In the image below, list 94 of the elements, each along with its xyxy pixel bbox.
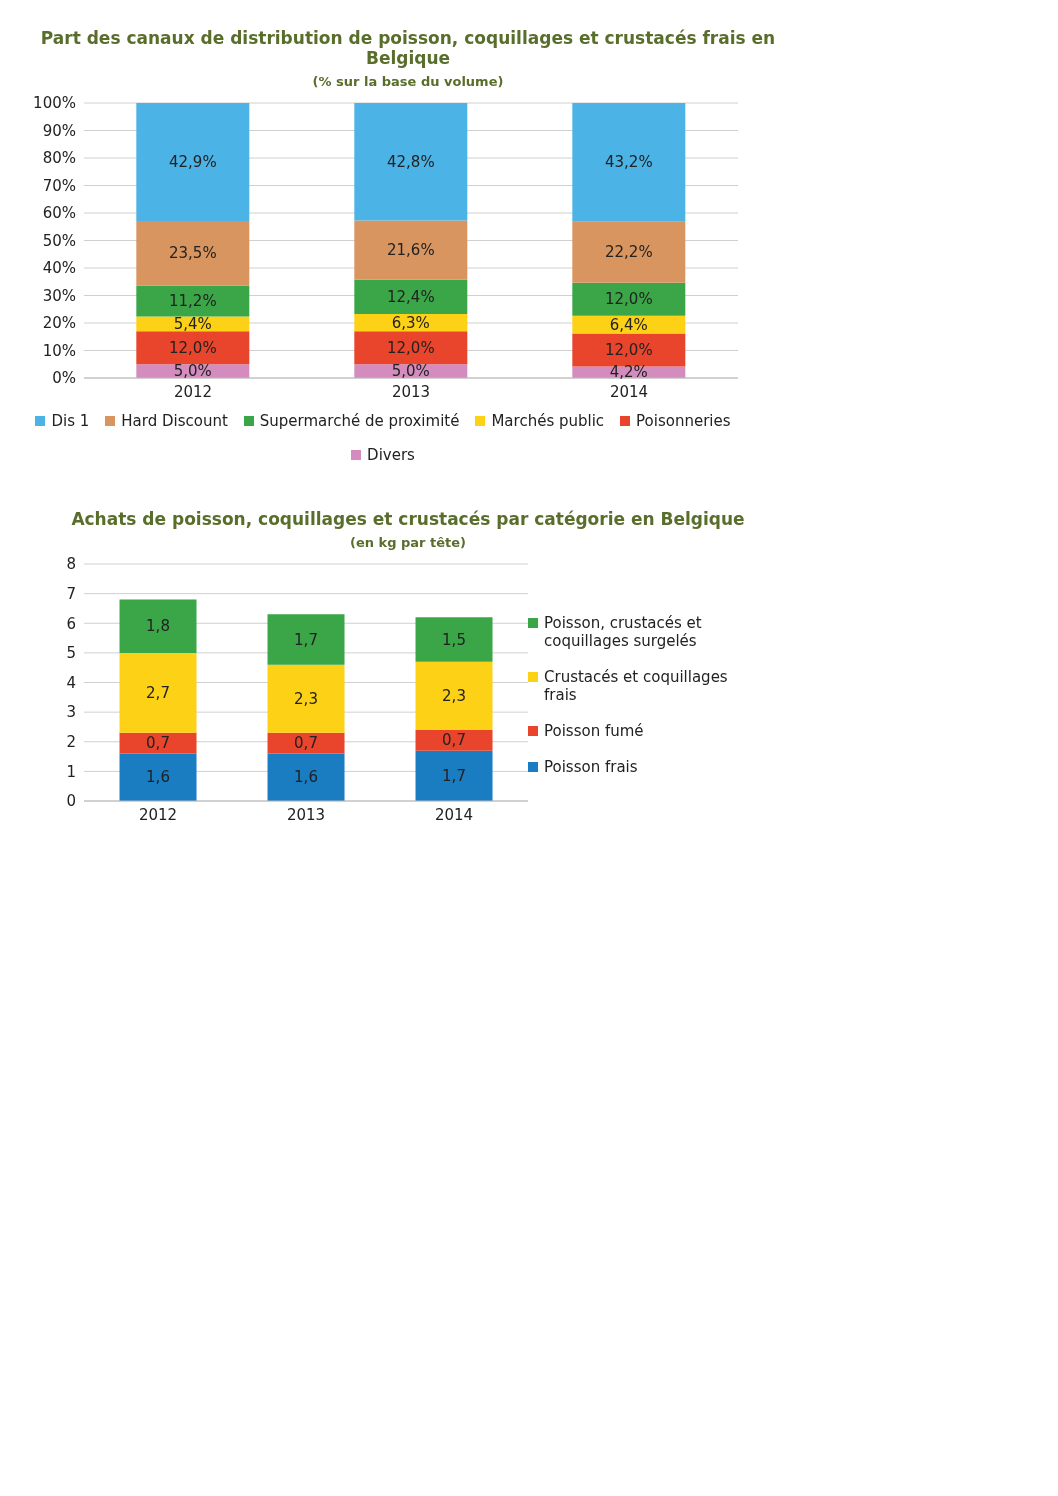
data-label: 5,0% xyxy=(391,362,430,381)
data-label: 42,8% xyxy=(386,152,435,171)
data-label: 6,4% xyxy=(609,315,648,334)
data-label: 1,7 xyxy=(294,630,318,649)
legend-label: Hard Discount xyxy=(121,412,228,430)
data-label: 1,6 xyxy=(294,768,318,787)
data-label: 1,6 xyxy=(146,768,170,787)
x-tick-label: 2013 xyxy=(391,382,431,401)
y-tick-label: 6 xyxy=(66,614,76,633)
bar xyxy=(354,331,468,365)
data-label: 1,5 xyxy=(442,630,466,649)
bar xyxy=(119,599,197,653)
bar xyxy=(136,103,250,221)
y-tick-label: 90% xyxy=(42,121,76,140)
data-label: 0,7 xyxy=(146,734,170,753)
y-tick-label: 1 xyxy=(66,762,76,781)
bar xyxy=(572,103,686,222)
y-tick-label: 4 xyxy=(66,673,76,692)
legend-label: Poisson frais xyxy=(544,758,638,776)
x-tick-label: 2012 xyxy=(173,382,213,401)
data-label: 12,0% xyxy=(386,338,435,357)
legend-label: Marchés public xyxy=(491,412,605,430)
y-tick-label: 7 xyxy=(66,584,76,603)
bar xyxy=(415,661,493,730)
y-tick-label: 8 xyxy=(66,555,76,574)
y-tick-label: 10% xyxy=(42,341,76,360)
data-label: 12,0% xyxy=(604,340,653,359)
data-label: 2,3 xyxy=(294,689,318,708)
legend-label: Poisson fumé xyxy=(544,722,644,740)
y-tick-label: 50% xyxy=(42,231,76,250)
legend-label: Divers xyxy=(367,446,415,464)
legend-label: Supermarché de proximité xyxy=(259,412,460,430)
bar xyxy=(119,753,197,801)
bar xyxy=(415,729,493,751)
x-tick-label: 2012 xyxy=(138,805,178,824)
bar xyxy=(119,652,197,733)
y-tick-label: 3 xyxy=(66,703,76,722)
bar xyxy=(136,285,250,317)
y-tick-label: 70% xyxy=(42,176,76,195)
data-label: 22,2% xyxy=(604,243,653,262)
y-tick-label: 60% xyxy=(42,204,76,223)
data-label: 12,0% xyxy=(168,338,217,357)
bar xyxy=(415,750,493,801)
chart-subtitle: (% sur la base du volume) xyxy=(311,74,505,89)
y-tick-label: 40% xyxy=(42,259,76,278)
bar xyxy=(354,103,468,221)
data-label: 4,2% xyxy=(609,363,648,382)
y-tick-label: 0% xyxy=(52,369,76,388)
data-label: 0,7 xyxy=(294,734,318,753)
bar xyxy=(267,732,345,754)
y-tick-label: 100% xyxy=(33,94,76,113)
x-tick-label: 2013 xyxy=(286,805,326,824)
bar xyxy=(267,664,345,733)
y-tick-label: 30% xyxy=(42,286,76,305)
data-label: 42,9% xyxy=(168,152,217,171)
data-label: 5,4% xyxy=(173,314,212,333)
bar xyxy=(354,220,468,280)
bar xyxy=(572,282,686,316)
data-label: 11,2% xyxy=(168,292,217,310)
chart-title: Part des canaux de distribution de poisson, coquillages et crustacés frais en Belgique xyxy=(39,28,777,68)
x-tick-label: 2014 xyxy=(434,805,474,824)
x-tick-label: 2014 xyxy=(609,382,649,401)
y-tick-label: 0 xyxy=(66,792,76,811)
bar xyxy=(415,617,493,662)
data-label: 23,5% xyxy=(168,244,217,263)
data-label: 2,3 xyxy=(442,686,466,705)
chart-title: Achats de poisson, coquillages et crustacés par catégorie en Belgique xyxy=(70,509,746,529)
y-tick-label: 80% xyxy=(42,149,76,168)
legend-label: Poisonneries xyxy=(636,412,731,430)
bar xyxy=(119,732,197,754)
y-tick-label: 2 xyxy=(66,733,76,752)
data-label: 0,7 xyxy=(442,731,466,750)
data-label: 1,7 xyxy=(442,766,466,785)
bar xyxy=(267,614,345,665)
legend-label: Dis 1 xyxy=(51,412,90,430)
data-label: 2,7 xyxy=(146,683,170,702)
bar xyxy=(267,753,345,801)
y-tick-label: 20% xyxy=(42,314,76,333)
bar xyxy=(354,279,468,314)
data-label: 21,6% xyxy=(386,241,435,260)
data-label: 1,8 xyxy=(146,617,170,636)
y-tick-label: 5 xyxy=(66,644,76,663)
legend-label: Crustacés et coquillages frais xyxy=(544,668,728,704)
legend-label: Poisson, crustacés et coquillages surgelés xyxy=(544,614,703,650)
bar xyxy=(136,220,250,286)
data-label: 6,3% xyxy=(391,313,430,332)
data-label: 12,0% xyxy=(604,290,653,309)
data-label: 43,2% xyxy=(604,153,653,172)
bar xyxy=(572,333,686,367)
data-label: 12,4% xyxy=(386,287,435,306)
bar xyxy=(572,221,686,283)
data-label: 5,0% xyxy=(173,362,212,381)
chart-subtitle: (en kg par tête) xyxy=(348,535,467,550)
bar xyxy=(136,331,250,365)
